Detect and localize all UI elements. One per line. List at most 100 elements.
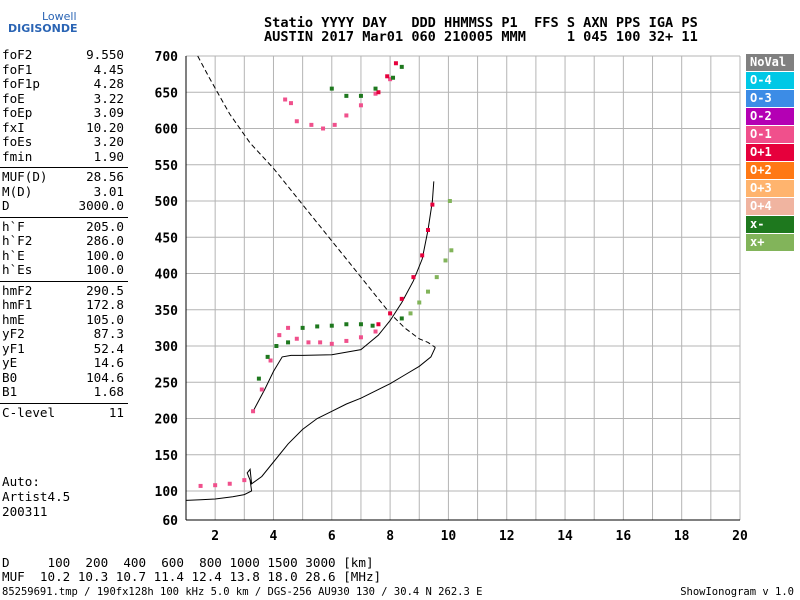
echo-point-ominus1 <box>373 329 378 334</box>
param-value: 4.45 <box>93 61 124 77</box>
param-value: 205.0 <box>86 218 124 234</box>
echo-point-oplus1 <box>430 202 435 207</box>
param-value: 1.90 <box>93 148 124 164</box>
y-tick-label: 150 <box>155 449 179 464</box>
param-name: foEp <box>2 105 33 120</box>
param-divider <box>0 402 128 404</box>
param-name: fmin <box>2 148 33 164</box>
echo-point-xplus <box>434 275 439 280</box>
echo-point-oplus1 <box>393 61 398 66</box>
echo-point-xminus <box>329 86 334 91</box>
legend-item: O-3 <box>746 90 794 107</box>
echo-point-ominus1 <box>286 325 291 330</box>
muf-row: MUF 10.2 10.3 10.7 11.4 12.4 13.8 18.0 2… <box>2 569 382 584</box>
echo-point-ominus1 <box>373 91 378 96</box>
legend-item: O+4 <box>746 198 794 215</box>
param-value: 3.01 <box>93 183 124 199</box>
param-value: 290.5 <box>86 282 124 298</box>
echo-point-ominus1 <box>227 481 232 486</box>
echo-point-ominus1 <box>198 483 203 488</box>
auto-label: Auto: <box>2 474 40 489</box>
param-value: 3.20 <box>93 134 124 149</box>
echo-point-xplus <box>449 248 454 253</box>
echo-point-oplus1 <box>411 275 416 280</box>
x-tick-label: 6 <box>328 529 336 544</box>
legend-item: x+ <box>746 234 794 251</box>
echo-point-xminus <box>315 324 320 329</box>
param-name: B1 <box>2 384 18 399</box>
param-name: yF1 <box>2 340 25 356</box>
param-value: 3000.0 <box>78 198 125 213</box>
echo-point-xminus <box>265 354 270 359</box>
echo-point-ominus1 <box>283 97 288 102</box>
logo-top-text: Lowell <box>42 10 77 23</box>
x-tick-label: 10 <box>441 529 457 544</box>
echo-point-xminus <box>286 340 291 345</box>
echo-point-ominus1 <box>251 409 256 414</box>
echo-point-ominus1 <box>259 387 264 392</box>
logo-main-text: DIGISONDE <box>8 22 78 35</box>
x-tick-label: 14 <box>557 529 573 544</box>
param-value: 11 <box>108 404 124 420</box>
echo-point-ominus1 <box>332 122 337 127</box>
param-name: h`F2 <box>2 233 33 248</box>
param-row: fmin 1.90 <box>0 148 128 165</box>
param-value: 100.0 <box>86 247 124 263</box>
param-value: 87.3 <box>93 326 124 341</box>
echo-point-xminus <box>399 316 404 321</box>
param-name: foEs <box>2 134 33 149</box>
echo-point-oplus1 <box>420 253 425 258</box>
x-tick-label: 2 <box>211 529 219 544</box>
param-value: 3.09 <box>93 105 124 120</box>
echo-point-oplus1 <box>385 74 390 79</box>
param-row: C-level 11 <box>0 404 128 421</box>
param-row: MUF(D) 28.56 <box>0 169 128 185</box>
param-value: 10.20 <box>86 119 124 135</box>
echo-point-xplus <box>408 311 413 316</box>
param-name: fxI <box>2 119 25 135</box>
echo-point-ominus1 <box>358 335 363 340</box>
legend-item: O-2 <box>746 108 794 125</box>
param-row: yF1 52.4 <box>0 340 128 357</box>
param-name: C-level <box>2 404 56 420</box>
param-row: fxI 10.20 <box>0 119 128 136</box>
param-value: 3.22 <box>93 90 124 106</box>
param-name: hmE <box>2 311 25 327</box>
y-tick-label: 600 <box>155 123 179 138</box>
param-name: hmF2 <box>2 282 33 298</box>
y-tick-label: 100 <box>155 485 179 500</box>
legend-item: x- <box>746 216 794 233</box>
echo-point-xminus <box>358 93 363 98</box>
param-name: hmF1 <box>2 297 33 312</box>
echo-point-xminus <box>344 93 349 98</box>
echo-point-ominus1 <box>294 336 299 341</box>
param-name: M(D) <box>2 183 33 199</box>
echo-point-xminus <box>274 344 279 348</box>
y-tick-label: 350 <box>155 304 179 319</box>
param-row: B0 104.6 <box>0 369 128 386</box>
muf-table: D 100 200 400 600 800 1000 1500 3000 [km… <box>2 556 381 584</box>
y-tick-label: 650 <box>155 86 179 101</box>
param-row: h`F 205.0 <box>0 218 128 235</box>
param-value: 172.8 <box>86 297 124 312</box>
echo-point-ominus1 <box>344 338 349 343</box>
param-divider <box>0 167 128 168</box>
y-tick-label: 700 <box>155 50 179 65</box>
y-tick-label: 250 <box>155 376 179 391</box>
echo-point-xplus <box>417 300 422 305</box>
param-row: foF1p 4.28 <box>0 76 128 92</box>
param-value: 286.0 <box>86 233 124 248</box>
auto-version: Artist4.5 <box>2 489 71 504</box>
echo-point-ominus1 <box>329 341 334 346</box>
param-row: hmE 105.0 <box>0 311 128 328</box>
echo-point-ominus1 <box>344 113 349 118</box>
param-row: h`Es 100.0 <box>0 262 128 278</box>
param-row: hmF1 172.8 <box>0 297 128 313</box>
echo-point-ominus1 <box>242 478 247 483</box>
param-value: 104.6 <box>86 369 124 385</box>
y-tick-label: 300 <box>155 340 179 355</box>
header-line-1: Statio YYYY DAY DDD HHMMSS P1 FFS S AXN … <box>264 15 698 31</box>
param-row: yF2 87.3 <box>0 326 128 342</box>
echo-point-oplus1 <box>376 322 381 327</box>
ionogram-header: Statio YYYY DAY DDD HHMMSS P1 FFS S AXN … <box>264 16 698 44</box>
